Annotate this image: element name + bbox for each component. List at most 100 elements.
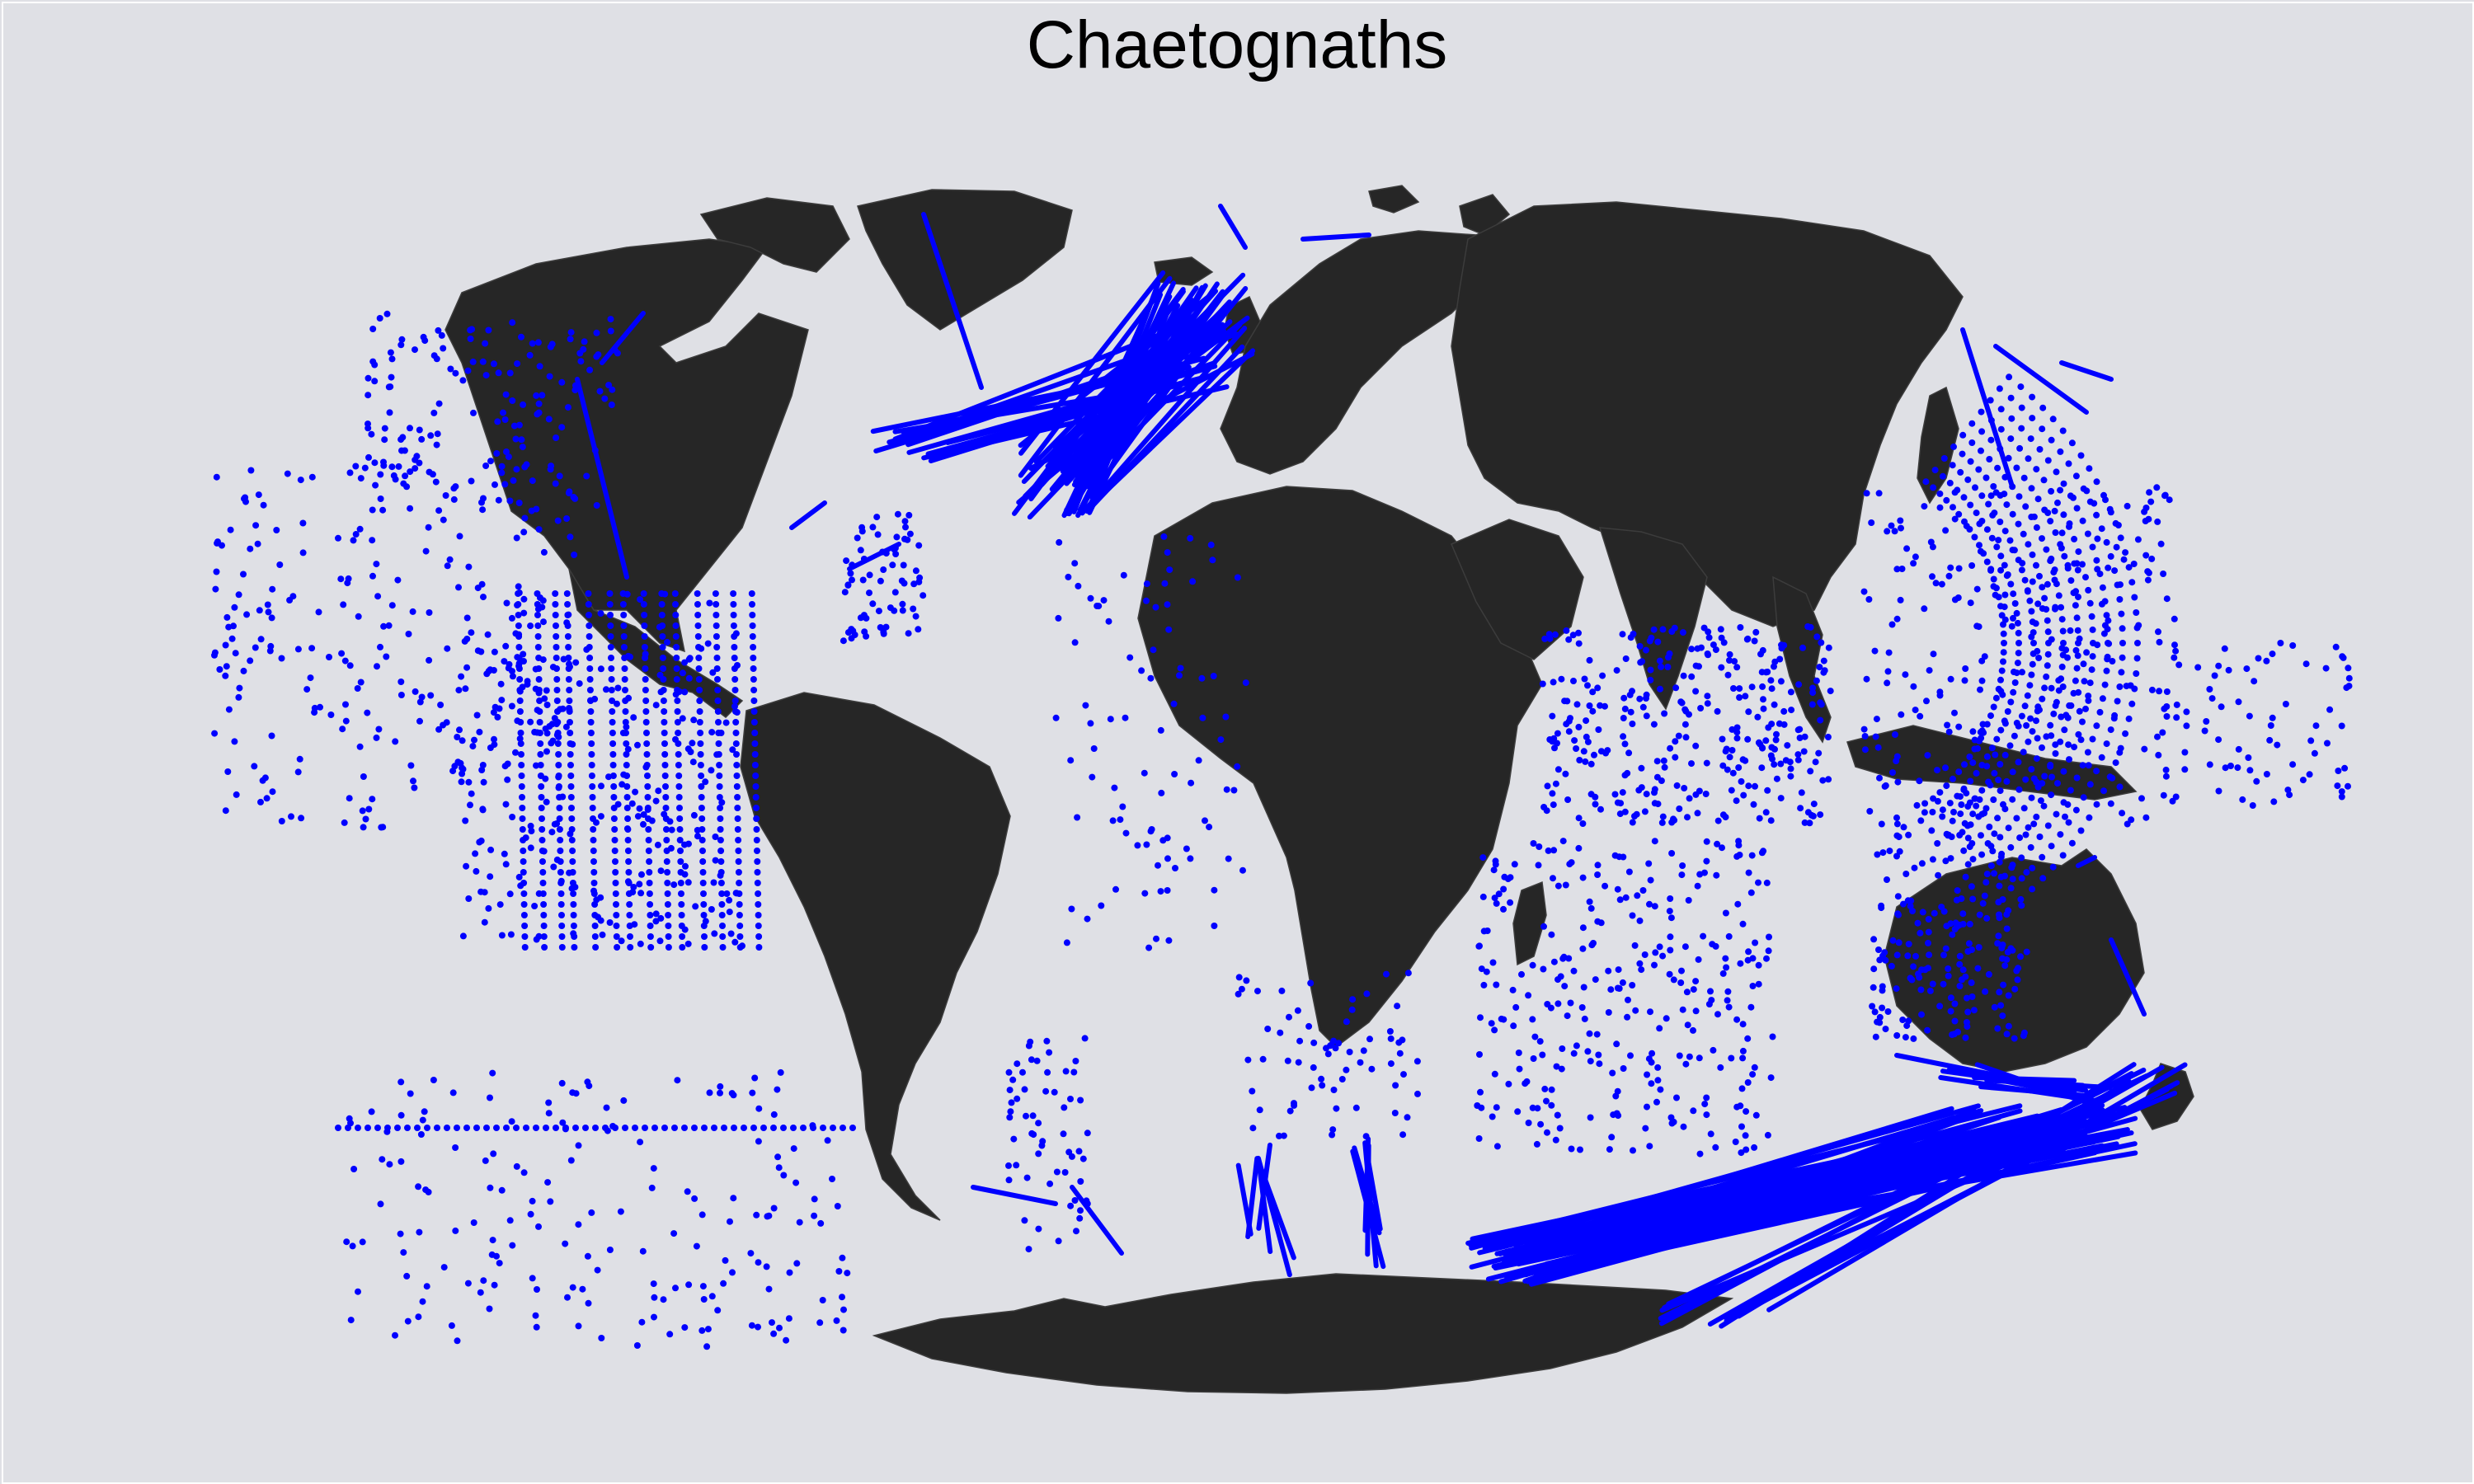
station-point <box>698 826 706 833</box>
survey-track <box>892 327 1174 442</box>
station-point <box>1722 748 1729 755</box>
station-point <box>371 459 379 467</box>
station-point <box>2013 815 2020 822</box>
station-point <box>2089 653 2096 660</box>
station-point <box>222 672 229 679</box>
station-point <box>1765 724 1772 731</box>
station-point <box>1964 948 1972 955</box>
station-point <box>420 333 427 340</box>
station-point <box>647 901 654 908</box>
station-point <box>1217 736 1225 744</box>
station-point <box>2060 511 2067 519</box>
station-point <box>1667 914 1675 922</box>
station-point <box>658 601 666 608</box>
station-point <box>1995 899 2002 906</box>
station-point <box>527 1210 534 1218</box>
station-point <box>586 633 593 640</box>
station-point <box>1210 673 1217 679</box>
station-point <box>1744 1035 1752 1042</box>
station-point <box>1569 632 1577 639</box>
station-point <box>1005 1068 1013 1076</box>
station-point <box>515 421 523 429</box>
station-point <box>1296 1037 1304 1045</box>
station-point <box>1813 633 1821 641</box>
station-point <box>2194 664 2202 671</box>
station-point <box>491 1281 498 1289</box>
station-point <box>278 655 285 662</box>
station-point <box>685 840 692 848</box>
station-point <box>620 633 628 640</box>
station-point <box>1926 951 1933 959</box>
station-point <box>1894 893 1902 900</box>
station-point <box>1752 939 1759 946</box>
antarctica <box>872 1273 1734 1394</box>
station-point <box>1956 983 1964 989</box>
station-point <box>535 1223 542 1230</box>
station-point <box>539 815 545 822</box>
station-point <box>1955 768 1963 776</box>
station-point <box>662 815 670 822</box>
station-point <box>1643 791 1650 798</box>
station-point <box>610 794 618 801</box>
station-point <box>2324 740 2331 747</box>
south-america <box>740 692 1011 1221</box>
station-point <box>2221 645 2228 652</box>
station-point <box>605 382 613 389</box>
station-point <box>1907 897 1915 904</box>
station-point <box>416 1228 423 1236</box>
station-point <box>1055 1237 1062 1245</box>
station-point <box>422 547 430 555</box>
station-point <box>2235 698 2242 706</box>
station-point <box>1165 937 1173 944</box>
station-point <box>1067 1202 1075 1209</box>
station-point <box>555 762 562 768</box>
station-point <box>714 676 721 683</box>
station-point <box>704 1326 712 1333</box>
station-point <box>786 1269 793 1276</box>
station-point <box>498 1186 506 1194</box>
station-point <box>2020 749 2027 756</box>
station-point <box>568 805 575 811</box>
station-point <box>1621 808 1629 815</box>
station-point <box>678 923 685 929</box>
station-point <box>585 590 592 597</box>
station-point <box>1392 1082 1399 1089</box>
station-point <box>614 684 622 692</box>
station-point <box>677 880 684 886</box>
station-point <box>2161 705 2168 712</box>
station-point <box>849 576 855 584</box>
station-point <box>541 695 548 702</box>
station-point <box>557 890 565 897</box>
station-point <box>774 1153 782 1161</box>
station-point <box>570 494 577 500</box>
station-point <box>373 561 380 568</box>
station-point <box>1876 1013 1884 1021</box>
station-point <box>1348 1006 1356 1013</box>
station-point <box>1861 733 1869 740</box>
station-point <box>700 901 708 908</box>
station-point <box>1500 885 1507 893</box>
station-point <box>609 708 616 715</box>
station-point <box>1673 1094 1680 1101</box>
station-point <box>341 819 348 826</box>
station-point <box>1931 909 1938 917</box>
station-point <box>1974 965 1982 972</box>
station-point <box>1164 549 1171 556</box>
station-point <box>364 709 371 716</box>
station-point <box>1827 688 1834 695</box>
station-point <box>590 837 597 843</box>
station-point <box>2059 852 2067 859</box>
station-point <box>540 618 547 626</box>
station-point <box>2058 616 2066 623</box>
station-point <box>708 1293 716 1300</box>
station-point <box>590 869 598 876</box>
station-point <box>2172 793 2180 801</box>
station-point <box>1700 624 1708 632</box>
station-point <box>1647 676 1654 683</box>
station-point <box>641 644 648 650</box>
station-point <box>1391 1110 1399 1116</box>
station-point <box>2117 534 2124 542</box>
station-point <box>567 329 575 336</box>
station-point <box>418 693 426 701</box>
station-point <box>1160 533 1168 540</box>
